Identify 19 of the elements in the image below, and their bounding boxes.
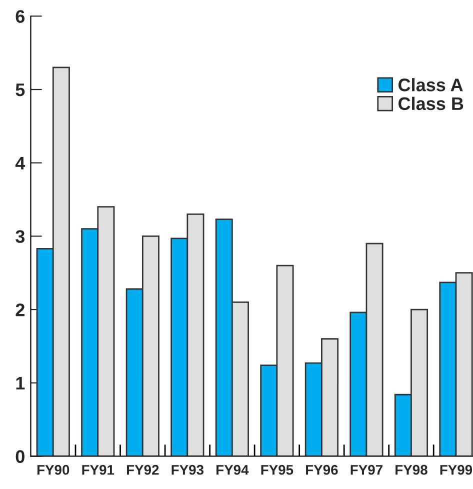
x-tick-label: FY91 <box>82 464 114 475</box>
y-tick-label: 2 <box>16 303 24 316</box>
legend-label: Class A <box>398 78 463 92</box>
y-tick-label: 0 <box>16 450 24 463</box>
x-tick-label: FY92 <box>126 464 159 475</box>
x-tick-label: FY99 <box>440 464 472 475</box>
x-tick-label: FY96 <box>306 464 338 475</box>
y-tick-label: 1 <box>16 377 25 390</box>
x-tick-label: FY95 <box>261 464 294 475</box>
x-tick-label: FY90 <box>37 464 70 475</box>
y-tick-label: 3 <box>16 230 25 243</box>
y-tick-label: 4 <box>15 156 26 170</box>
x-tick-label: FY93 <box>172 464 204 475</box>
x-tick-label: FY97 <box>350 464 382 475</box>
x-tick-label: FY94 <box>216 464 249 475</box>
y-tick-label: 6 <box>16 10 25 23</box>
y-tick-label: 5 <box>16 84 25 96</box>
legend-label: Class B <box>398 96 464 110</box>
x-tick-label: FY98 <box>396 464 428 475</box>
